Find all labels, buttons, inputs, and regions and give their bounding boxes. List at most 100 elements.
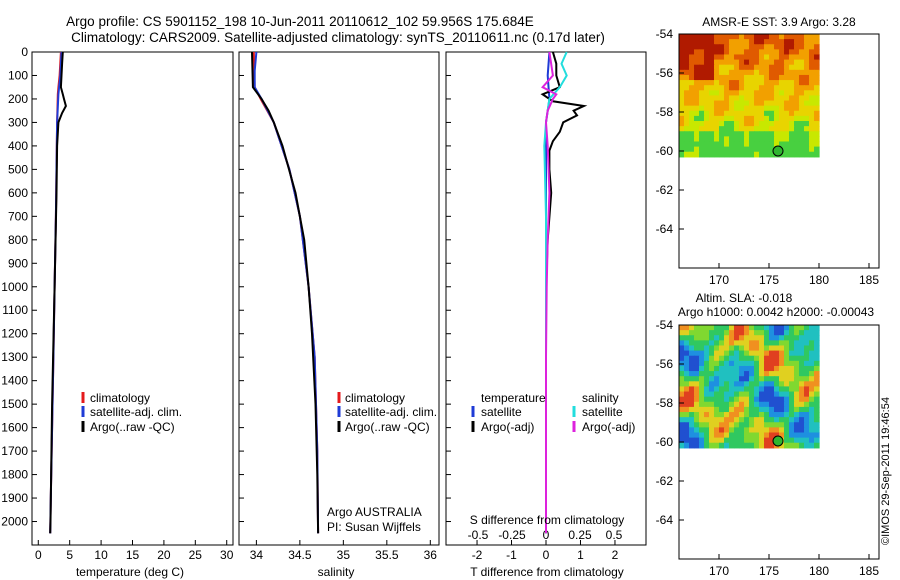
- sst-cell: [694, 49, 700, 56]
- sla-cell: [724, 371, 730, 377]
- sst-cell: [729, 54, 735, 61]
- sla-cell: [799, 340, 805, 347]
- sal-annotation-2: PI: Susan Wijffels: [327, 520, 421, 534]
- sst-cell: [714, 146, 720, 153]
- sla-cell: [739, 381, 745, 388]
- sst-cell: [809, 69, 815, 76]
- sla-cell: [764, 412, 770, 418]
- sla-cell: [729, 350, 735, 357]
- sst-cell: [764, 136, 770, 143]
- sst-cell: [774, 39, 780, 45]
- sla-cell: [784, 422, 790, 428]
- sla-cell: [774, 371, 780, 377]
- sla-cell: [739, 412, 745, 418]
- temp-ytick-label: 1200: [1, 327, 28, 341]
- sla-cell: [679, 442, 685, 449]
- sla-cell: [719, 396, 725, 403]
- sla-cell: [744, 325, 750, 331]
- sla-cell: [759, 437, 765, 444]
- sla-cell: [694, 325, 700, 331]
- sst-cell: [709, 115, 715, 122]
- sla-cell: [714, 330, 720, 336]
- sst-cell: [694, 141, 700, 148]
- sst-cell: [699, 44, 705, 50]
- temp-xtick-label: 10: [94, 548, 108, 562]
- sst-cell: [759, 136, 765, 143]
- sla-cell: [804, 325, 810, 331]
- sla-cell: [724, 335, 730, 341]
- sst-cell: [789, 74, 795, 81]
- sst-cell: [794, 69, 800, 76]
- sst-cell: [814, 136, 820, 143]
- sst-cell: [704, 64, 710, 71]
- sst-cell: [804, 69, 810, 76]
- sst-cell: [699, 151, 705, 158]
- sla-cell: [709, 350, 715, 357]
- temp-ytick-label: 100: [8, 68, 28, 82]
- sla-cell: [689, 365, 695, 372]
- sla-cell: [694, 340, 700, 347]
- sla-cell: [689, 391, 695, 398]
- sst-cell: [754, 95, 760, 102]
- sst-cell: [799, 146, 805, 153]
- sst-cell: [774, 126, 780, 132]
- sla-cell: [684, 396, 690, 403]
- sst-cell: [679, 90, 685, 97]
- sst-cell: [734, 146, 740, 153]
- sla-cell: [719, 401, 725, 408]
- sst-cell: [814, 146, 820, 153]
- sst-cell: [699, 85, 705, 91]
- sst-cell: [794, 39, 800, 45]
- sla-cell: [769, 360, 775, 367]
- sla-cell: [784, 376, 790, 382]
- sst-cell: [749, 34, 755, 40]
- sst-cell: [724, 110, 730, 117]
- sst-xtick-label: 185: [859, 273, 879, 287]
- sla-cell: [719, 350, 725, 357]
- sst-cell: [724, 105, 730, 112]
- sst-cell: [764, 39, 770, 45]
- sla-cell: [764, 432, 770, 439]
- sal-xtick-label: 34.5: [288, 548, 312, 562]
- sla-cell: [694, 335, 700, 341]
- sst-ytick-label: -56: [656, 66, 674, 80]
- sst-cell: [714, 110, 720, 117]
- sst-cell: [724, 54, 730, 61]
- sst-cell: [774, 69, 780, 76]
- sst-cell: [789, 69, 795, 76]
- sst-cell: [784, 54, 790, 61]
- sst-cell: [704, 105, 710, 112]
- sst-cell: [809, 95, 815, 102]
- sla-cell: [719, 355, 725, 362]
- sal-xtick-label: 34: [250, 548, 264, 562]
- sla-cell: [774, 355, 780, 362]
- sla-cell: [749, 340, 755, 347]
- sla-cell: [799, 396, 805, 403]
- sst-cell: [759, 105, 765, 112]
- sst-cell: [774, 110, 780, 117]
- sst-cell: [694, 105, 700, 112]
- sla-cell: [789, 376, 795, 382]
- sla-cell: [749, 376, 755, 382]
- sst-cell: [684, 126, 690, 132]
- sst-cell: [699, 74, 705, 81]
- sla-cell: [744, 417, 750, 423]
- sst-cell: [734, 95, 740, 102]
- sla-cell: [769, 437, 775, 444]
- sst-cell: [719, 90, 725, 97]
- sla-cell: [714, 391, 720, 398]
- sst-cell: [784, 136, 790, 143]
- sla-cell: [704, 401, 710, 408]
- sla-cell: [709, 391, 715, 398]
- sla-cell: [714, 345, 720, 352]
- sst-title: AMSR-E SST: 3.9 Argo: 3.28: [702, 15, 856, 29]
- sst-cell: [789, 141, 795, 148]
- sst-cell: [794, 80, 800, 86]
- sst-cell: [804, 80, 810, 86]
- sla-cell: [739, 335, 745, 341]
- sla-cell: [714, 325, 720, 331]
- sst-cell: [749, 151, 755, 158]
- sst-cell: [799, 64, 805, 71]
- sst-cell: [739, 100, 745, 107]
- sst-cell: [699, 131, 705, 137]
